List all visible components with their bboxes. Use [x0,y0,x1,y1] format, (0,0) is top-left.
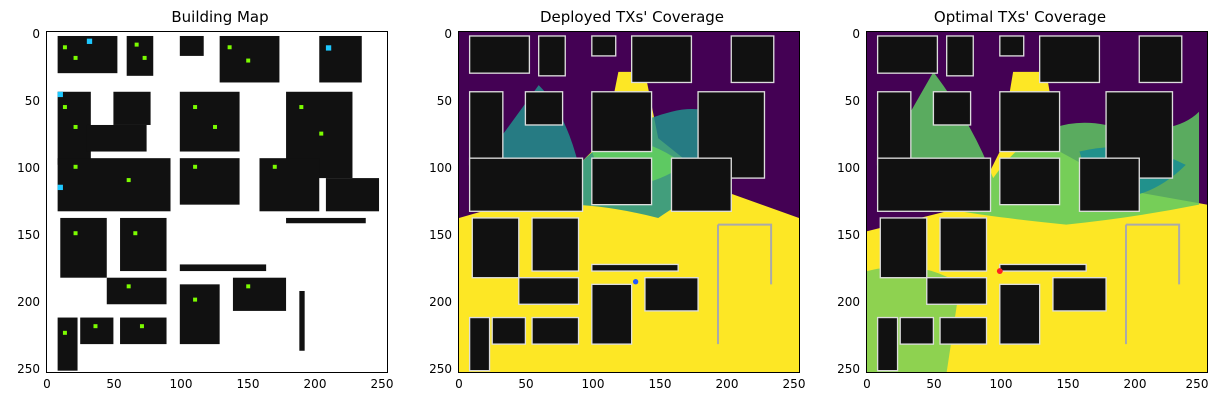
x-tick-label: 200 [715,377,739,391]
x-tick-label: 200 [1123,377,1147,391]
panel-title: Building Map [171,8,269,26]
x-tick-label: 50 [106,377,122,391]
x-tick-label: 0 [43,377,51,391]
y-tick-label: 0 [852,27,860,41]
x-tick-label: 100 [989,377,1013,391]
x-tick-label: 0 [863,377,871,391]
x-tick-label: 50 [518,377,534,391]
y-tick-label: 200 [429,295,452,309]
y-tick-label: 250 [429,362,452,376]
y-tick-label: 100 [837,161,860,175]
y-tick-label: 200 [837,295,860,309]
panel-title: Optimal TXs' Coverage [933,8,1107,26]
y-tick-label: 50 [844,94,860,108]
x-tick-label: 50 [926,377,942,391]
x-tick-label: 0 [455,377,463,391]
y-tick-label: 0 [32,27,40,41]
x-tick-label: 100 [581,377,605,391]
y-tick-label: 0 [444,27,452,41]
x-tick-label: 200 [303,377,327,391]
deployed-coverage-image [458,31,800,373]
optimal-coverage-panel: Optimal TXs' Coverage [820,0,1220,407]
y-tick-label: 250 [17,362,40,376]
panel-title: Deployed TXs' Coverage [539,8,725,26]
building-map-image [46,31,388,373]
y-tick-label: 250 [837,362,860,376]
x-tick-label: 100 [169,377,193,391]
y-tick-label: 50 [436,94,452,108]
building-map-panel: Building Map [17,0,420,407]
x-tick-label: 250 [782,377,806,391]
y-tick-label: 150 [17,228,40,242]
optimal-coverage-image [866,31,1208,373]
x-tick-label: 150 [1056,377,1080,391]
y-tick-label: 100 [429,161,452,175]
deployed-coverage-panel: Deployed TXs' Coverage [429,0,832,407]
x-tick-label: 150 [236,377,260,391]
x-tick-label: 250 [370,377,394,391]
y-tick-label: 100 [17,161,40,175]
y-tick-label: 200 [17,295,40,309]
y-tick-label: 150 [837,228,860,242]
x-tick-label: 250 [1185,377,1209,391]
x-tick-label: 150 [648,377,672,391]
y-tick-label: 50 [24,94,40,108]
y-tick-label: 150 [429,228,452,242]
